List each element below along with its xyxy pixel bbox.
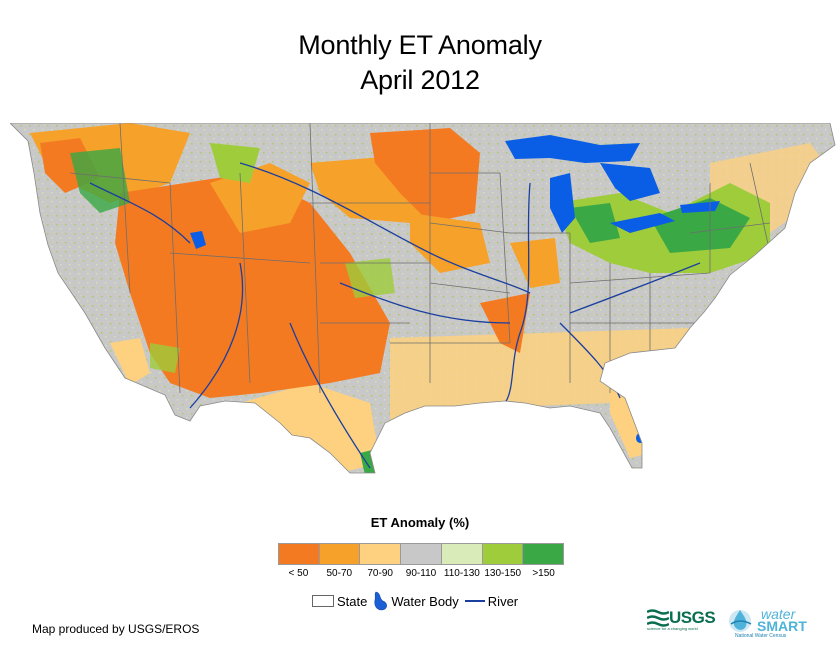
usgs-tagline: science for a changing world	[647, 626, 698, 631]
legend-label-6: >150	[532, 568, 555, 579]
legend-label-4: 110-130	[443, 568, 480, 579]
watersmart-water-text: water	[761, 606, 796, 622]
map-subtitle-date: April 2012	[360, 65, 480, 95]
legend-swatch-2	[360, 544, 402, 564]
usgs-wave-icon	[647, 609, 669, 627]
lake-erie	[610, 213, 675, 233]
et-anomaly-map	[10, 123, 840, 480]
state-boundaries	[69, 123, 771, 394]
legend-swatch-3	[401, 544, 442, 564]
key-water-body: Water Body	[373, 591, 459, 611]
watersmart-smart-text: SMART	[757, 618, 807, 634]
anomaly-raster	[10, 123, 835, 473]
watersmart-drop-icon	[729, 610, 752, 632]
legend-swatch-4	[441, 544, 483, 564]
mississippi-river	[504, 182, 531, 404]
legend-label-3: 90-110	[405, 568, 437, 579]
key-water-body-label: Water Body	[391, 593, 459, 609]
lake-huron	[600, 163, 660, 201]
usgs-wordmark: USGS	[669, 608, 716, 627]
colorado-river	[189, 262, 244, 409]
legend-label-2: 70-90	[367, 568, 393, 579]
key-river: River	[464, 593, 519, 609]
legend-title: ET Anomaly (%)	[370, 515, 470, 530]
columbia-snake-river	[89, 182, 191, 244]
legend-label-5: 130-150	[484, 568, 522, 579]
missouri-river	[239, 162, 531, 294]
rivers	[89, 162, 701, 469]
great-salt-lake	[190, 231, 206, 249]
legend-label-1: 50-70	[326, 568, 353, 579]
state-swatch-icon	[312, 595, 334, 607]
legend-swatch-1	[319, 544, 361, 564]
watersmart-tagline: National Water Census	[735, 633, 787, 639]
legend-swatch-6	[523, 544, 564, 564]
legend-color-bar	[278, 543, 564, 565]
us-map-svg	[10, 123, 836, 474]
legend-swatch-5	[482, 544, 524, 564]
arkansas-river	[339, 282, 511, 324]
legend-swatch-0	[279, 544, 320, 564]
river-line-icon	[464, 600, 485, 602]
legend-labels: < 50 50-70 70-90 90-110 110-130 130-150 >150	[278, 568, 564, 579]
usgs-logo: USGS science for a changing world	[647, 608, 716, 631]
key-state-label: State	[337, 593, 368, 609]
us-outline	[10, 123, 836, 474]
map-title: Monthly ET Anomaly	[298, 30, 542, 60]
rio-grande	[289, 322, 371, 469]
lake-superior	[505, 135, 640, 163]
key-river-label: River	[487, 593, 519, 609]
map-key: State Water Body River	[312, 591, 524, 611]
key-state: State	[312, 594, 367, 609]
water-body-icon	[374, 591, 388, 611]
legend-label-0: < 50	[288, 568, 309, 579]
lake-michigan	[550, 173, 575, 233]
ohio-river	[569, 262, 701, 314]
map-credit: Map produced by USGS/EROS	[32, 622, 200, 636]
